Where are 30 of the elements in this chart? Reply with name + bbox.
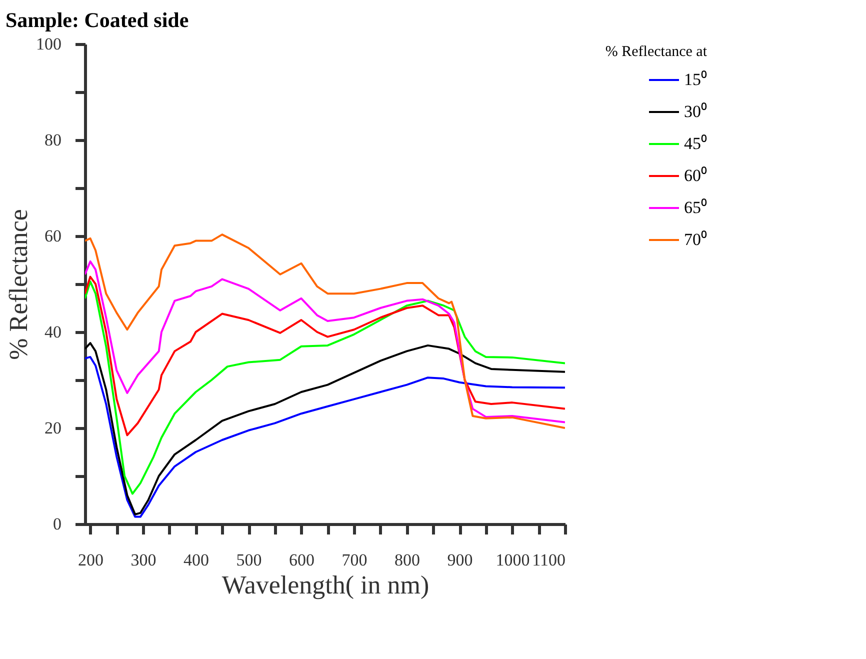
y-tick-label: 100 [36,34,62,54]
x-tick-label: 500 [236,550,262,570]
x-tick-label: 1100 [532,550,566,570]
legend-label: 30⁰ [684,102,707,121]
x-axis-title: Wavelength( in nm) [222,570,430,600]
y-tick-label: 20 [44,418,62,438]
x-tick-label: 200 [78,550,104,570]
x-tick-label: 600 [289,550,315,570]
y-tick-label: 0 [53,514,62,534]
y-tick-label: 80 [44,130,62,150]
x-tick-label: 400 [184,550,210,570]
line-series [85,260,565,424]
legend-label: 60⁰ [684,166,707,185]
y-tick-label: 60 [44,226,62,246]
x-tick-label: 300 [130,550,156,570]
y-axis-title: % Reflectance [4,209,33,360]
chart-title: Sample: Coated side [6,8,189,32]
legend-label: 45⁰ [684,134,707,153]
x-tick-label: 700 [342,550,368,570]
legend-label: 70⁰ [684,230,707,249]
y-tick-label: 40 [44,322,62,342]
x-tick-label: 800 [394,550,420,570]
line-series [85,276,565,436]
x-tick-label: 900 [447,550,473,570]
line-series [85,280,565,495]
x-tick-label: 1000 [496,550,530,570]
legend-label: 65⁰ [684,198,707,217]
legend-label: 15⁰ [684,70,707,89]
line-series [85,234,565,429]
legend-title: % Reflectance at [605,44,708,60]
